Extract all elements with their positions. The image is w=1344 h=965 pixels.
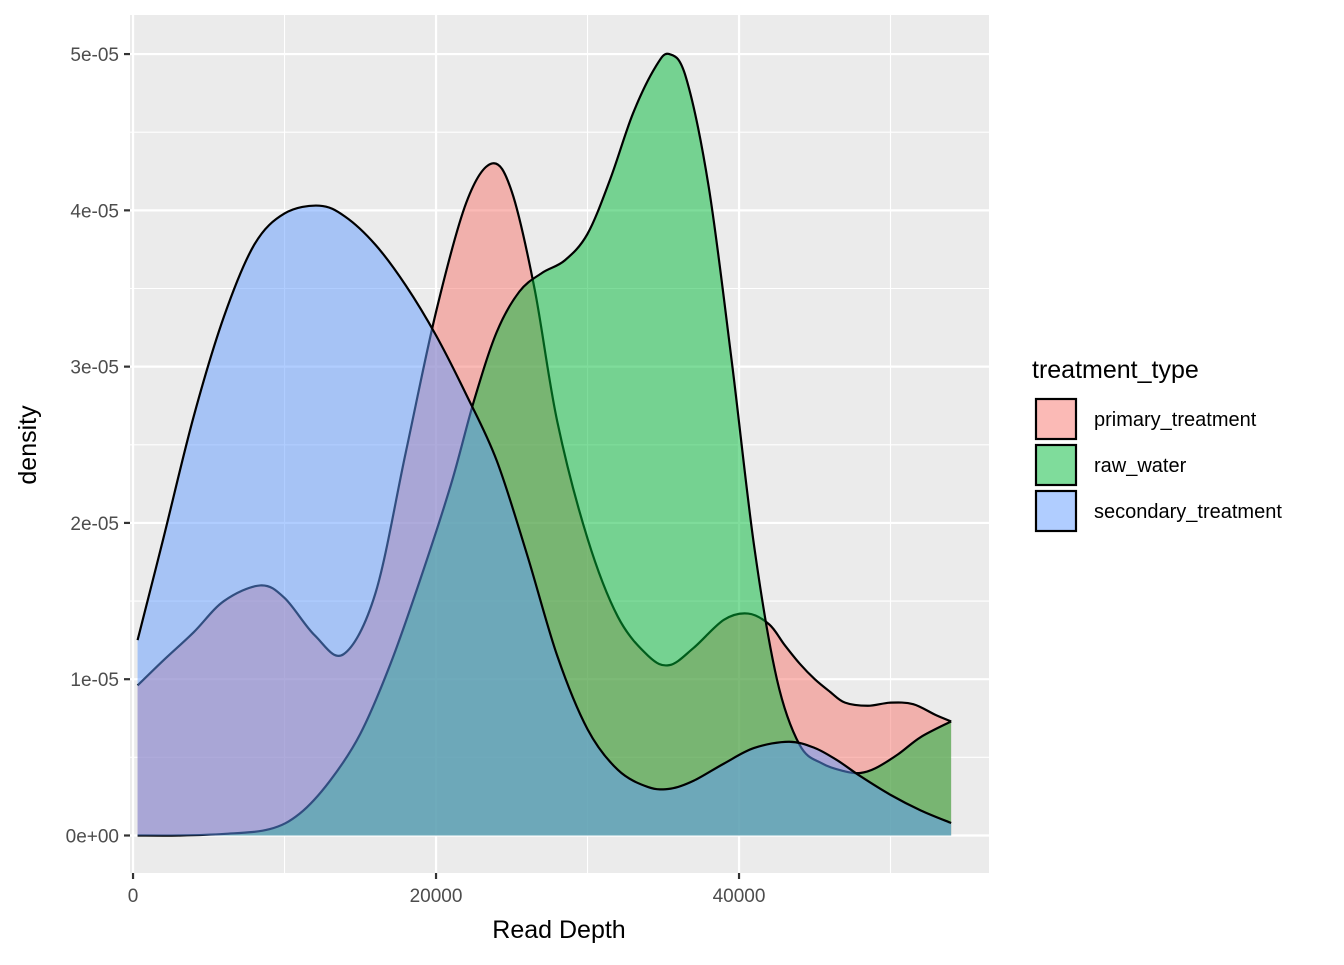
legend-label-primary_treatment: primary_treatment bbox=[1094, 409, 1257, 431]
x-axis: 0 20000 40000 bbox=[128, 873, 766, 907]
legend-key-primary_treatment bbox=[1034, 397, 1078, 441]
x-tick-label: 0 bbox=[128, 886, 139, 907]
x-tick-label: 20000 bbox=[410, 886, 463, 907]
legend: treatment_type primary_treatment raw_wate… bbox=[1032, 356, 1282, 533]
series-areas bbox=[136, 52, 952, 837]
series-line-secondary_treatment bbox=[136, 204, 952, 825]
y-tick-label: 3e-05 bbox=[70, 358, 119, 379]
series-area-secondary_treatment bbox=[137, 205, 952, 836]
y-tick-label: 5e-05 bbox=[70, 45, 119, 66]
y-tick-label: 2e-05 bbox=[70, 514, 119, 535]
y-tick-label: 4e-05 bbox=[70, 201, 119, 222]
legend-label-secondary_treatment: secondary_treatment bbox=[1094, 501, 1282, 523]
series-area-raw_water bbox=[137, 53, 952, 836]
y-tick-label: 1e-05 bbox=[70, 670, 119, 691]
legend-key-secondary_treatment bbox=[1034, 489, 1078, 533]
legend-label-raw_water: raw_water bbox=[1094, 455, 1187, 477]
y-axis-title: density bbox=[14, 405, 42, 485]
x-axis-title: Read Depth bbox=[492, 916, 625, 944]
legend-title: treatment_type bbox=[1032, 356, 1199, 384]
y-tick-label: 0e+00 bbox=[66, 826, 119, 847]
y-axis: 0e+00 1e-05 2e-05 3e-05 4e-05 5e-05 bbox=[66, 45, 130, 847]
x-tick-label: 40000 bbox=[713, 886, 766, 907]
legend-key-raw_water bbox=[1034, 443, 1078, 487]
